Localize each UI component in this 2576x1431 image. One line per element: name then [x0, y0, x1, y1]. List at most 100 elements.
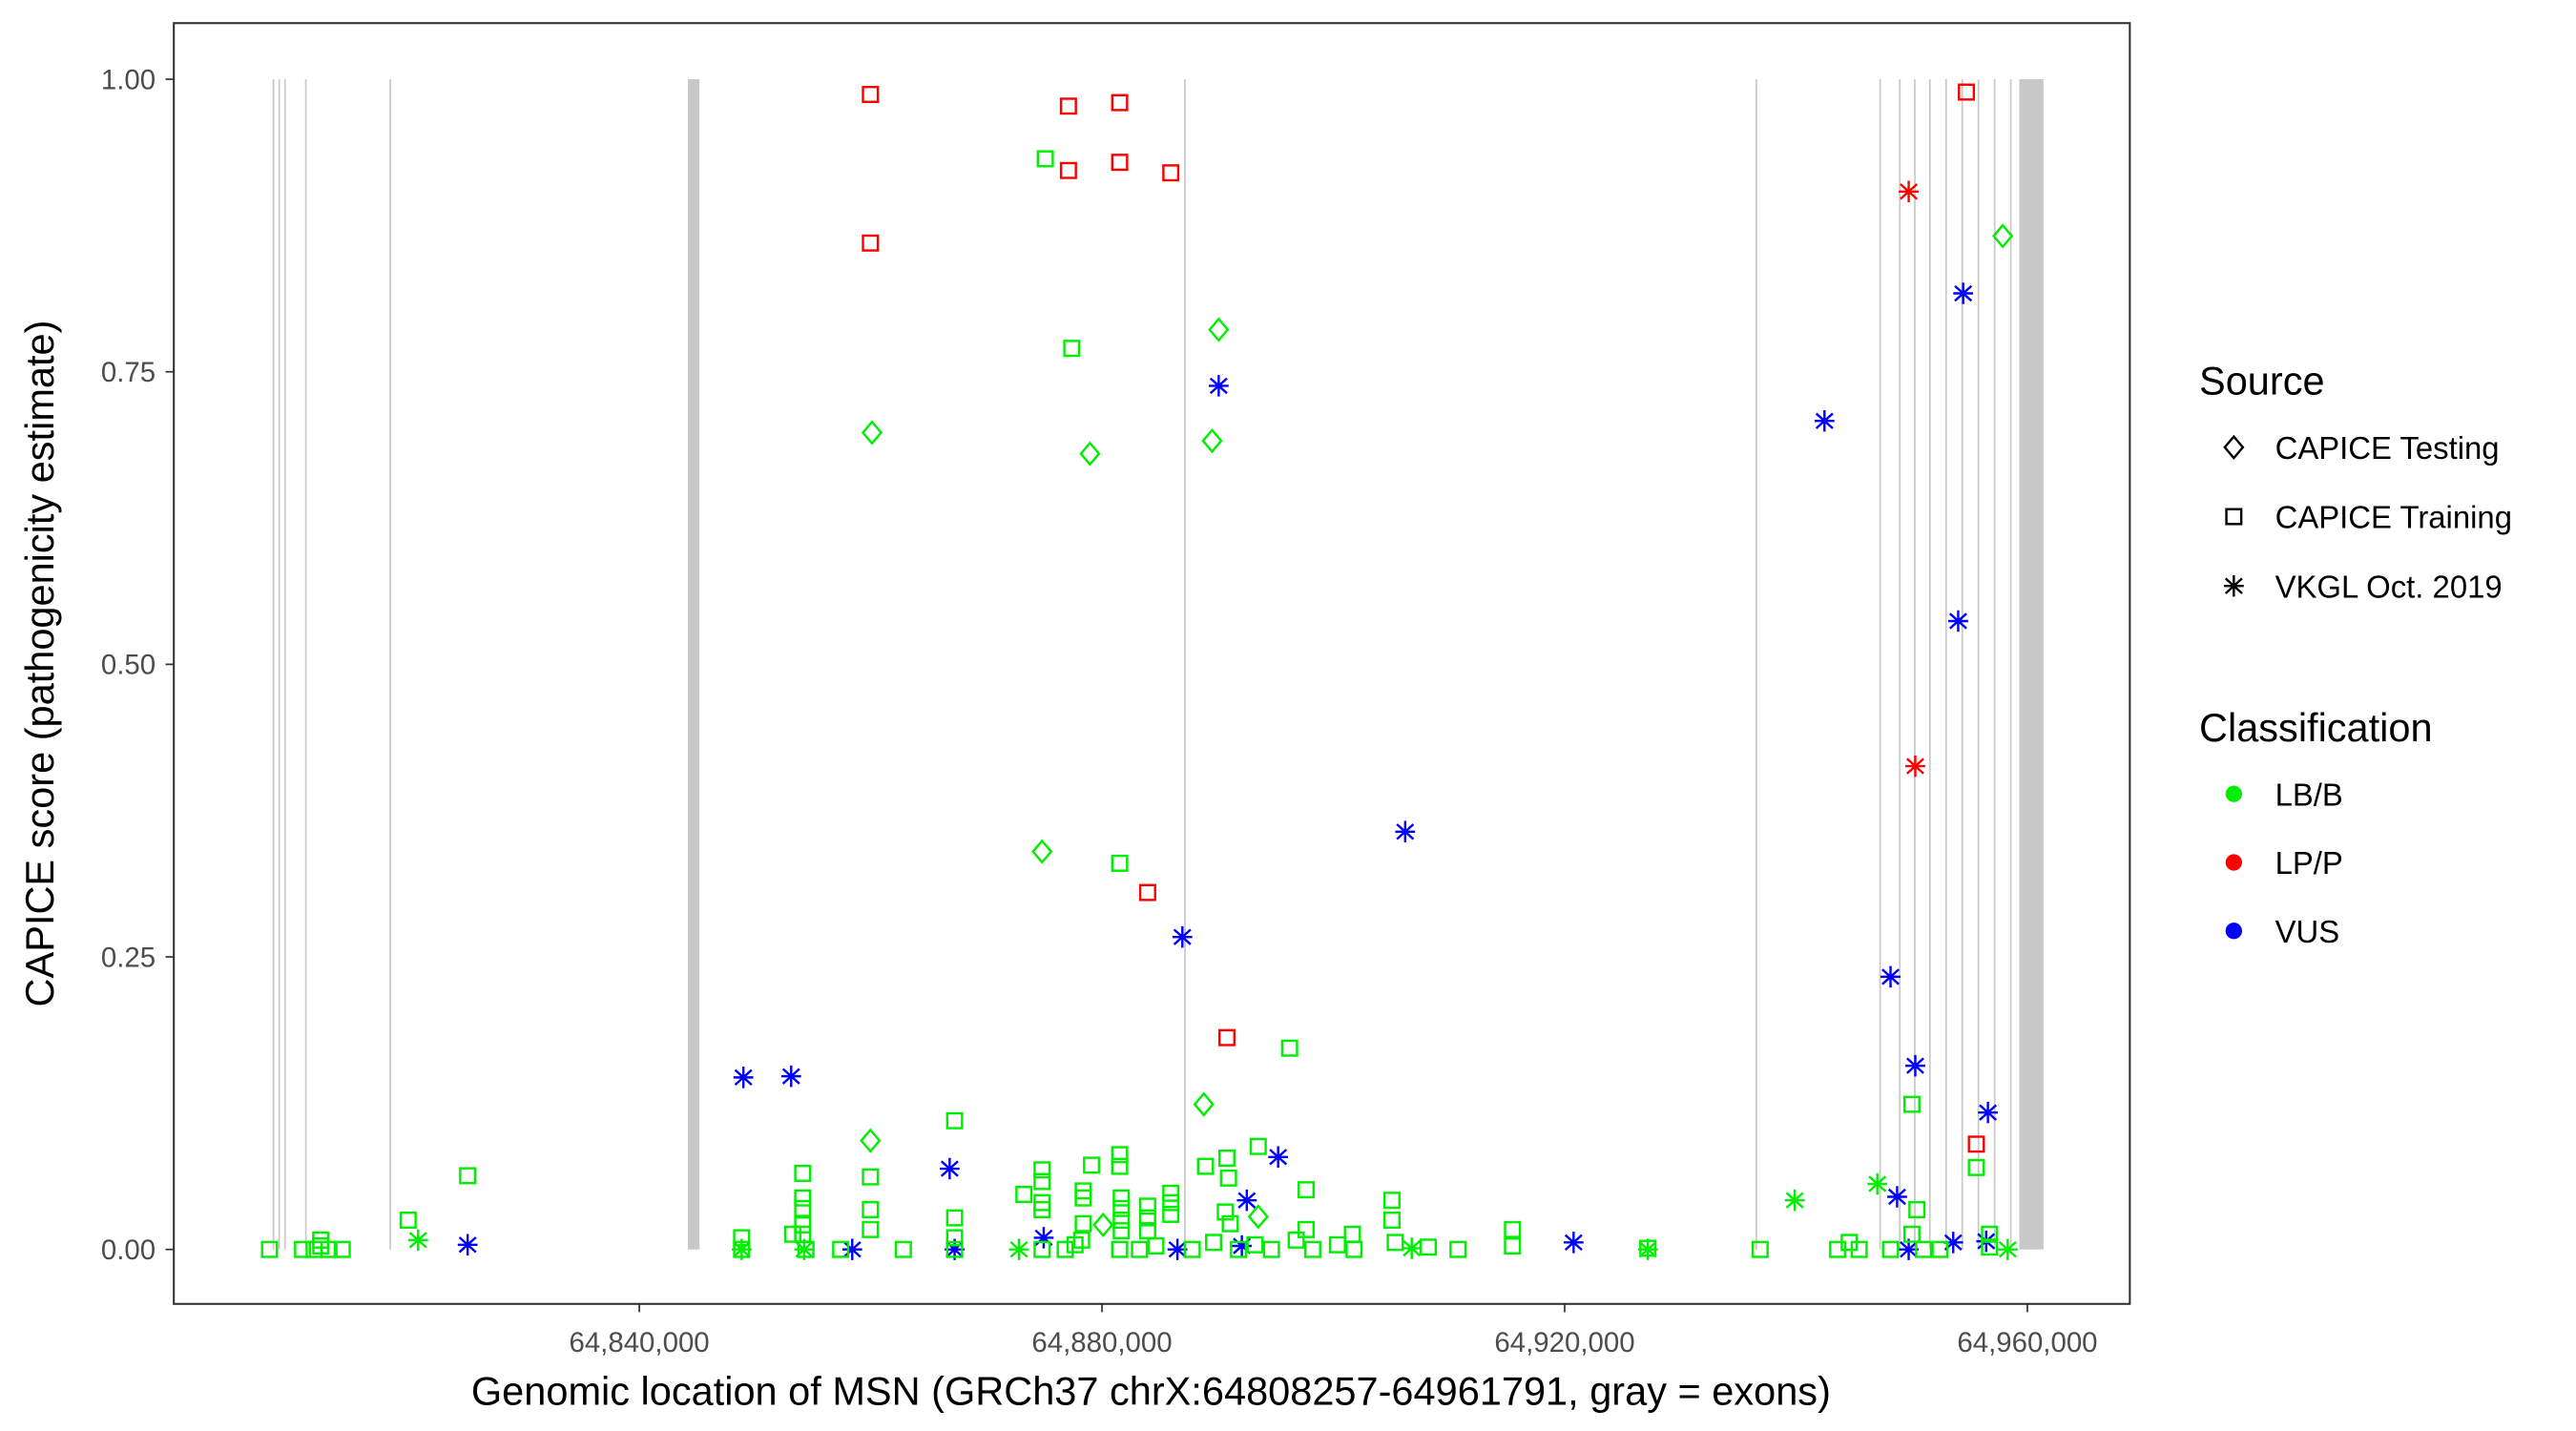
exon-band: [1977, 79, 1980, 1250]
exon-band: [1993, 79, 1996, 1250]
exon-band: [1899, 79, 1901, 1250]
y-tick-label: 0.00: [101, 1234, 156, 1266]
exon-band: [1184, 79, 1186, 1250]
data-point: [1915, 1240, 1933, 1258]
legend-source-label: CAPICE Testing: [2275, 430, 2500, 466]
x-axis-title: Genomic location of MSN (GRCh37 chrX:648…: [471, 1368, 1831, 1413]
data-point: [1247, 1204, 1269, 1230]
exon-band: [1961, 79, 1963, 1250]
data-point: [1881, 1240, 1900, 1258]
data-point: [1298, 1181, 1316, 1199]
data-points: [260, 83, 2018, 1260]
exon-band: [272, 79, 275, 1250]
legend-source-key: [2223, 574, 2244, 597]
y-tick-label: 0.25: [101, 942, 156, 973]
data-point: [861, 420, 883, 446]
data-point: [1172, 925, 1193, 948]
data-point: [1056, 1240, 1074, 1258]
data-point: [1208, 375, 1229, 397]
data-point: [1905, 1054, 1925, 1077]
data-point: [862, 1220, 880, 1238]
data-point: [794, 1189, 812, 1207]
data-point: [1147, 1237, 1165, 1255]
legend-source-key: [2223, 434, 2245, 460]
data-point: [1015, 1186, 1033, 1204]
data-point: [939, 1157, 960, 1180]
data-point: [862, 234, 880, 252]
data-point: [894, 1240, 912, 1258]
exon-band: [1928, 79, 1931, 1250]
y-tick-label: 0.75: [101, 357, 156, 388]
data-point: [1784, 1189, 1805, 1212]
data-point: [1992, 223, 2014, 249]
data-point: [1033, 1240, 1051, 1258]
data-point: [1221, 1214, 1239, 1233]
data-point: [1033, 1172, 1051, 1191]
data-point: [1298, 1220, 1316, 1238]
data-point: [1033, 1227, 1054, 1249]
exon-bands: [272, 79, 2044, 1250]
exon-band: [2009, 79, 2012, 1250]
data-point: [1386, 1234, 1404, 1252]
data-point: [794, 1215, 812, 1234]
legend: Source Classification CAPICE Testing CAPI…: [2199, 358, 2512, 948]
data-point: [1201, 427, 1223, 454]
exon-band: [278, 79, 280, 1250]
legend-class-key: [2225, 854, 2242, 871]
data-point: [1981, 1238, 1999, 1256]
data-point: [860, 1128, 882, 1153]
data-point: [1814, 409, 1835, 432]
x-tick-label: 64,840,000: [569, 1327, 709, 1358]
legend-source-title: Source: [2199, 358, 2325, 403]
data-point: [1230, 1240, 1248, 1258]
data-point: [832, 1240, 850, 1258]
x-tick-label: 64,920,000: [1494, 1327, 1634, 1358]
data-point: [1111, 154, 1129, 172]
legend-class-key: [2225, 785, 2242, 802]
data-point: [1997, 1238, 2018, 1260]
data-point: [1217, 1150, 1236, 1168]
data-point: [1236, 1189, 1257, 1212]
y-tick-label: 1.00: [101, 64, 156, 95]
legend-class-key: [2225, 923, 2242, 940]
legend-class-label: LB/B: [2275, 777, 2343, 812]
exon-band: [1755, 79, 1757, 1250]
data-point: [1167, 1238, 1188, 1260]
data-point: [1504, 1220, 1522, 1238]
data-point: [1958, 83, 1976, 101]
data-point: [1829, 1240, 1847, 1258]
data-point: [945, 1240, 964, 1258]
data-point: [1902, 1095, 1921, 1113]
data-point: [1162, 164, 1180, 182]
data-point: [1232, 1234, 1252, 1257]
data-point: [862, 85, 880, 103]
exon-band: [1944, 79, 1947, 1250]
data-point: [1112, 1222, 1131, 1240]
data-point: [1382, 1192, 1401, 1210]
legend-classification-title: Classification: [2199, 705, 2433, 750]
exon-band: [389, 79, 391, 1250]
exon-band: [1914, 79, 1916, 1250]
data-point: [945, 1238, 965, 1260]
data-point: [945, 1209, 964, 1227]
data-point: [945, 1229, 964, 1247]
data-point: [1899, 1238, 1919, 1260]
data-point: [1031, 839, 1053, 864]
legend-class-label: LP/P: [2275, 845, 2343, 881]
data-point: [1074, 1214, 1092, 1233]
data-point: [862, 1200, 880, 1218]
data-point: [1193, 1091, 1215, 1117]
data-point: [1382, 1212, 1401, 1230]
data-point: [1639, 1239, 1657, 1257]
x-tick-label: 64,960,000: [1957, 1327, 2097, 1358]
data-point: [1162, 1193, 1180, 1212]
data-point: [1981, 1225, 1999, 1243]
data-point: [1036, 150, 1054, 168]
data-point: [1162, 1205, 1180, 1223]
data-point: [1246, 1235, 1264, 1254]
data-point: [1092, 1212, 1114, 1238]
data-point: [320, 1240, 338, 1258]
y-axis: 0.00 0.25 0.50 0.75 1.00: [101, 64, 175, 1266]
data-point: [1902, 1225, 1921, 1243]
